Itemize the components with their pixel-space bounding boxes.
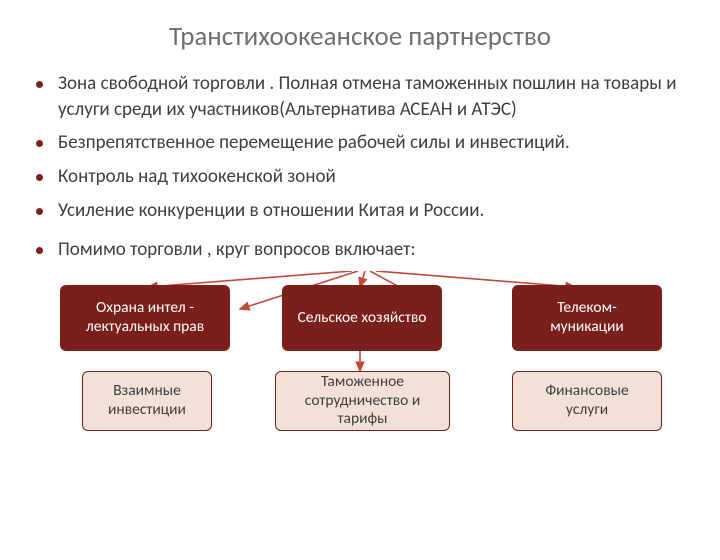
page-title: Транстихоокеанское партнерство (0, 20, 720, 53)
box-mutual-investments: Взаимные инвестиции (82, 371, 212, 431)
diagram-area: Охрана интел - лектуальных прав Сельское… (30, 271, 690, 471)
box-customs-tariffs: Таможенное сотрудничество и тарифы (275, 371, 450, 431)
bullet-item: Безпрепятственное перемещение рабочей си… (58, 130, 682, 156)
bullet-item: Контроль над тихоокенской зоной (58, 164, 682, 190)
box-agriculture: Сельское хозяйство (282, 285, 442, 351)
bullet-item: Усиление конкуренции в отношении Китая и… (58, 198, 682, 224)
bullet-item-divider: Помимо торговли , круг вопросов включает… (58, 237, 682, 263)
box-ip-protection: Охрана интел - лектуальных прав (60, 285, 230, 351)
box-telecom: Телеком-муникации (512, 285, 662, 351)
bullet-list: Зона свободной торговли . Полная отмена … (0, 71, 720, 263)
box-financial-services: Финансовые услуги (512, 371, 662, 431)
bullet-item: Зона свободной торговли . Полная отмена … (58, 71, 682, 122)
